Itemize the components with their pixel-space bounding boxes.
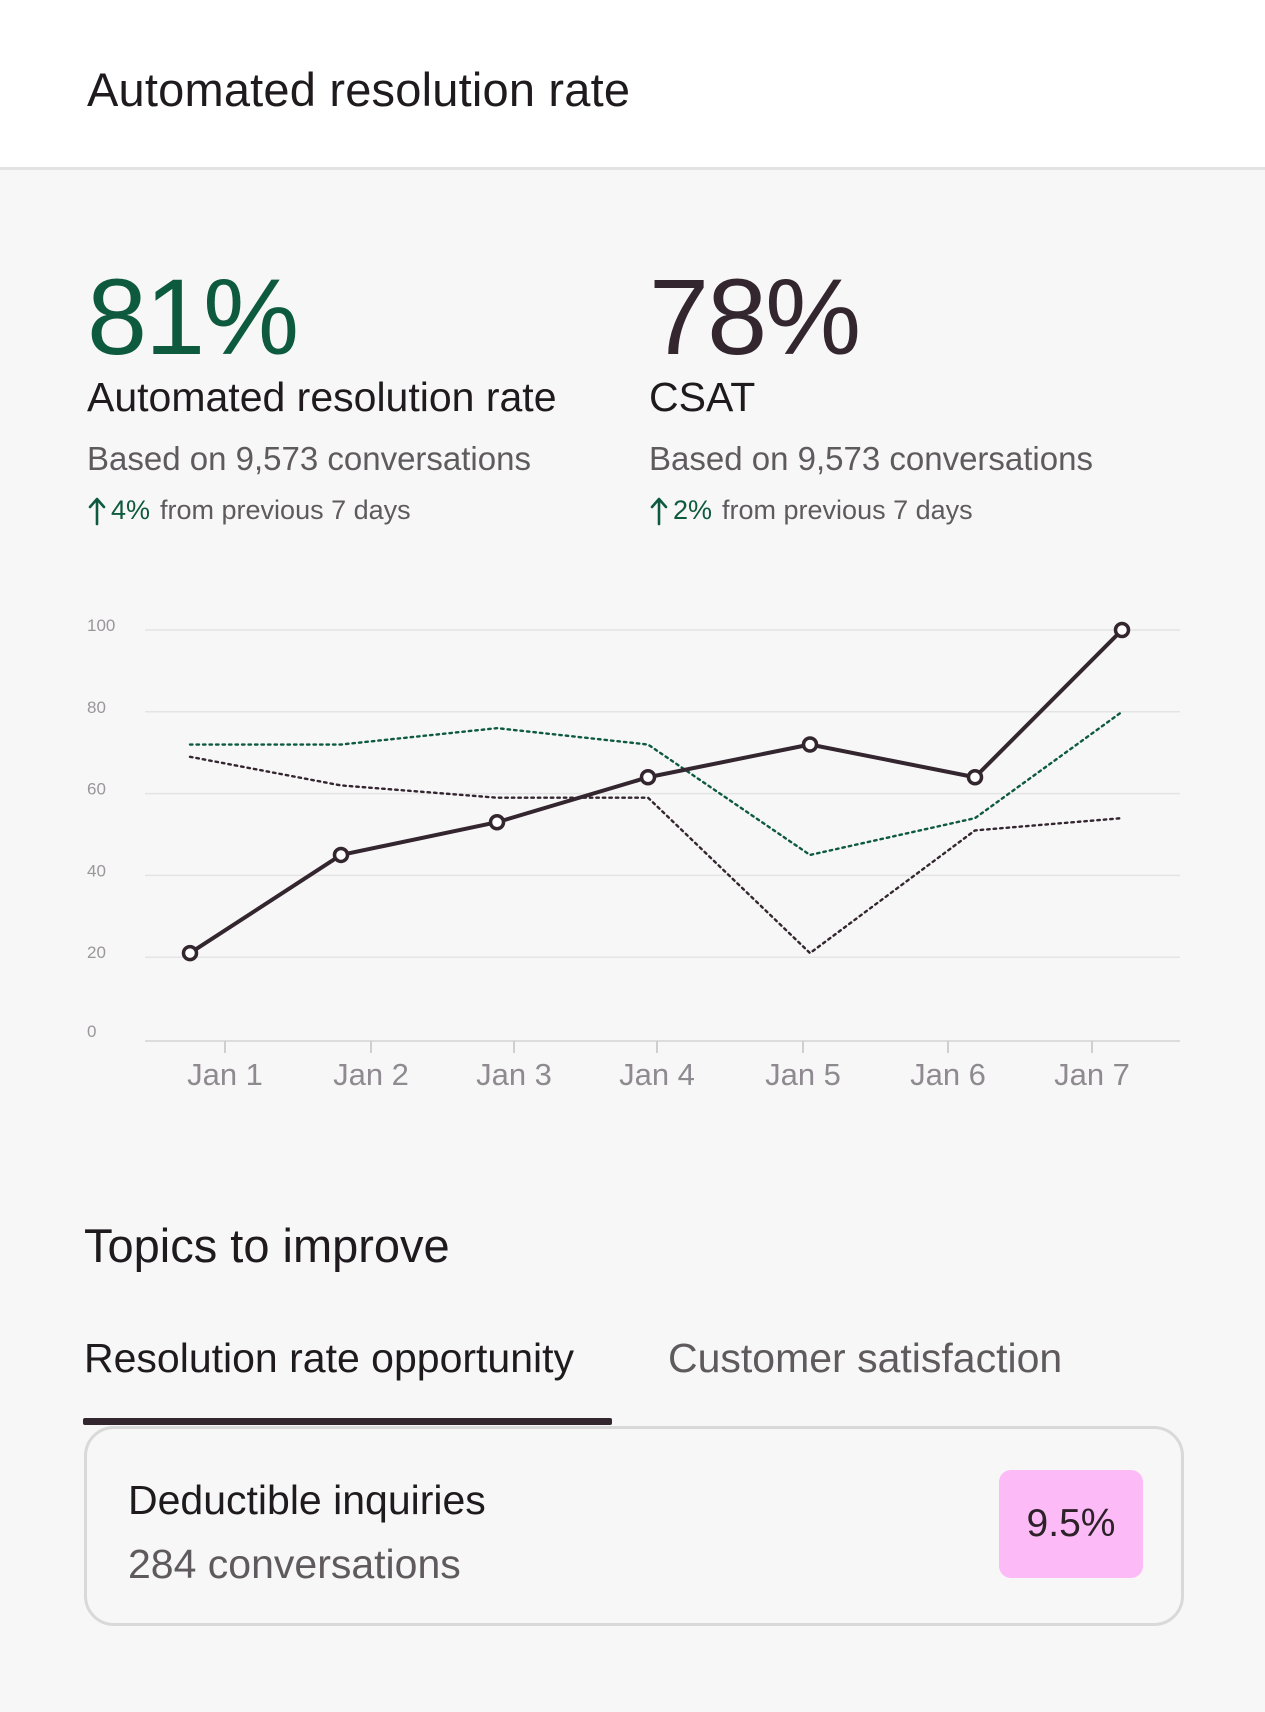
- y-tick-label: 20: [87, 943, 106, 962]
- metric-resolution-rate: 81% Automated resolution rate Based on 9…: [87, 256, 557, 526]
- metric-value: 78%: [649, 256, 861, 377]
- data-point: [966, 768, 984, 786]
- y-tick-label: 100: [87, 616, 115, 635]
- x-tick-label: Jan 4: [619, 1057, 695, 1092]
- tab-resolution-rate-opportunity[interactable]: Resolution rate opportunity: [84, 1335, 575, 1381]
- change-text: from previous 7 days: [160, 495, 411, 525]
- metric-csat: 78% CSAT Based on 9,573 conversations 2%…: [649, 256, 1093, 526]
- x-tick-label: Jan 7: [1054, 1057, 1130, 1092]
- metric-change: 2% from previous 7 days: [649, 495, 973, 526]
- topic-rate-badge: 9.5%: [999, 1470, 1143, 1578]
- change-value: 2%: [673, 495, 713, 525]
- arrow-up-icon: [650, 497, 668, 525]
- metric-subtext: Based on 9,573 conversations: [87, 440, 531, 477]
- topic-count: 284 conversations: [128, 1541, 461, 1587]
- change-text: from previous 7 days: [722, 495, 973, 525]
- y-tick-label: 80: [87, 698, 106, 717]
- tab-customer-satisfaction[interactable]: Customer satisfaction: [668, 1335, 1063, 1381]
- data-point: [639, 768, 657, 786]
- metric-label: Automated resolution rate: [87, 374, 557, 420]
- change-value: 4%: [111, 495, 151, 525]
- topic-item[interactable]: Deductible inquiries 284 conversations 9…: [84, 1426, 1184, 1626]
- data-point: [1113, 621, 1131, 639]
- arrow-up-icon: [88, 497, 106, 525]
- series-line-2: [188, 710, 1124, 857]
- metric-subtext: Based on 9,573 conversations: [649, 440, 1093, 477]
- data-point: [488, 813, 506, 831]
- x-tick-label: Jan 1: [187, 1057, 263, 1092]
- y-tick-label: 40: [87, 861, 106, 880]
- x-tick-label: Jan 6: [910, 1057, 986, 1092]
- data-point: [181, 944, 199, 962]
- trend-line-chart: 0 20 40 60 80 100 Jan 1 Jan 2 Jan 3 Jan 4 Jan 5 Jan…: [87, 616, 1180, 1092]
- metric-change: 4% from previous 7 days: [87, 495, 411, 526]
- active-tab-indicator: [83, 1418, 612, 1425]
- x-tick-label: Jan 5: [765, 1057, 841, 1092]
- card-title: Automated resolution rate: [87, 63, 631, 116]
- metric-label: CSAT: [649, 374, 756, 420]
- x-tick-label: Jan 3: [476, 1057, 552, 1092]
- y-tick-label: 60: [87, 780, 106, 799]
- metric-value: 81%: [87, 256, 299, 377]
- card-header: Automated resolution rate: [0, 0, 1265, 170]
- y-tick-label: 0: [87, 1022, 96, 1041]
- x-tick-label: Jan 2: [333, 1057, 409, 1092]
- data-point: [332, 846, 350, 864]
- series-line-3: [188, 755, 1124, 955]
- topic-name: Deductible inquiries: [128, 1477, 486, 1523]
- series-line-1: [188, 628, 1124, 956]
- data-point: [801, 736, 819, 753]
- topics-heading: Topics to improve: [84, 1219, 450, 1272]
